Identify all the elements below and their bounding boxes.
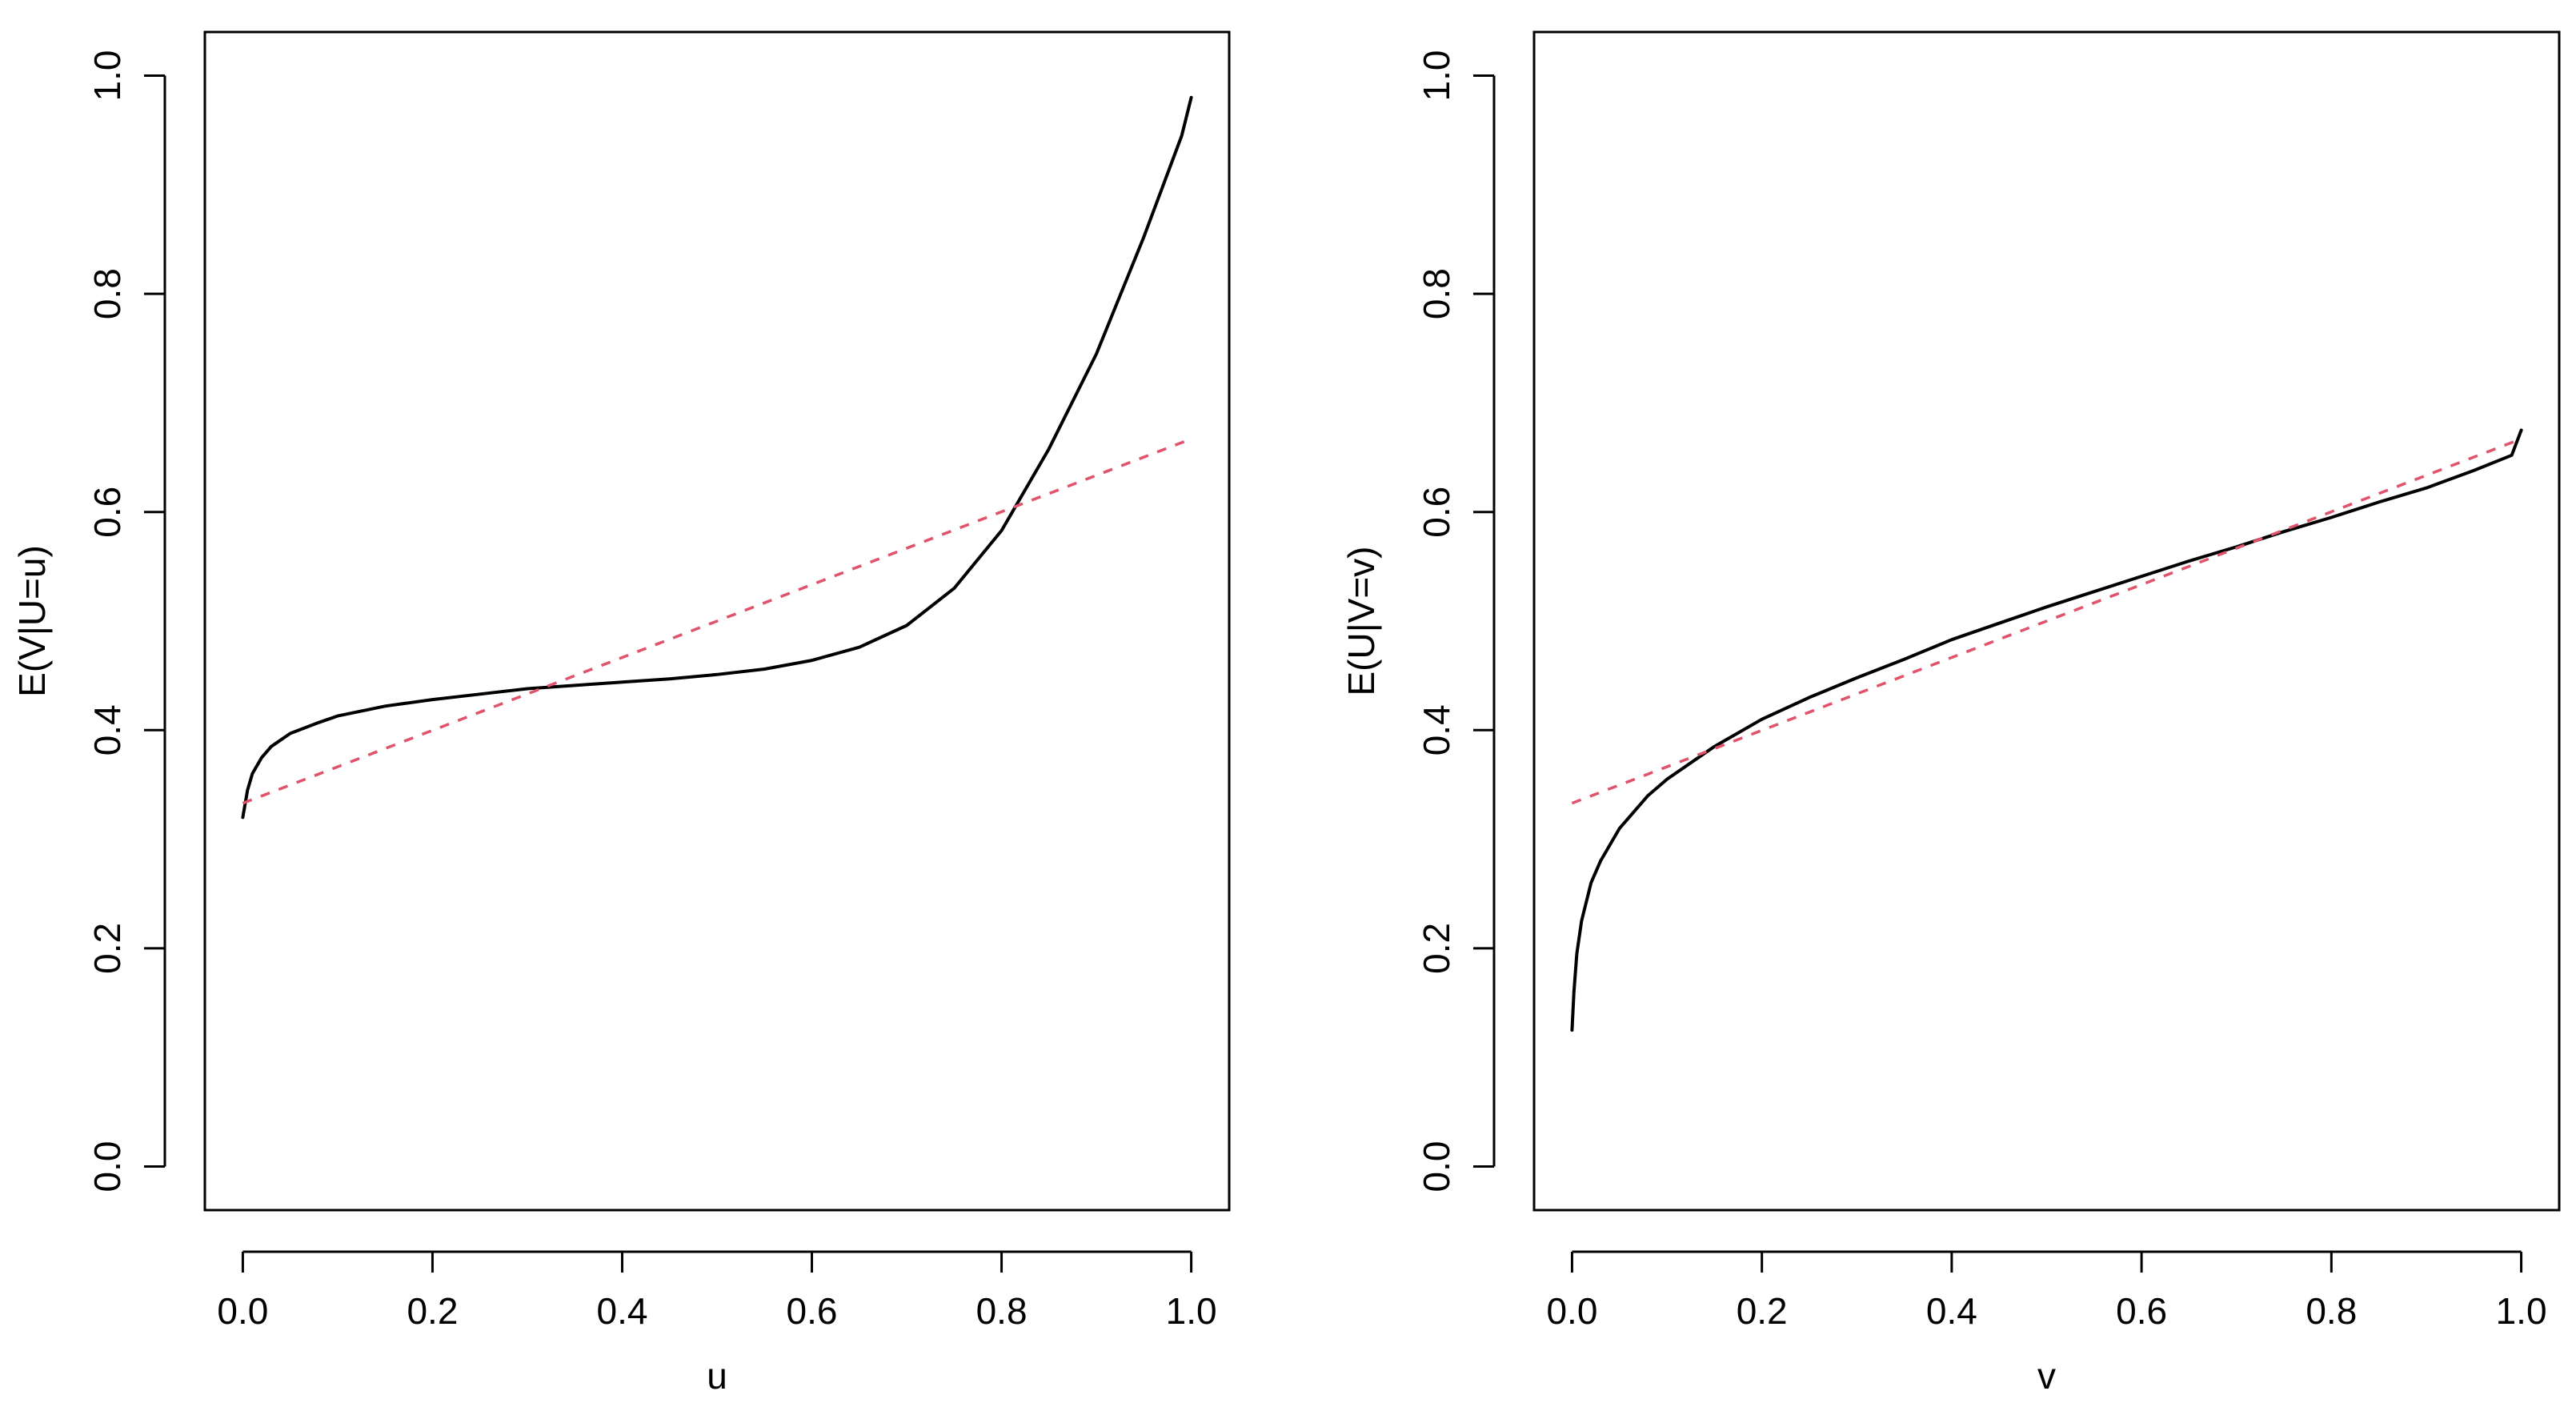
charts-1-x-tick-label: 0.6 — [2116, 1290, 2167, 1332]
charts-1-y-tick-label: 0.2 — [1416, 923, 1457, 974]
charts-1-series-1-dashed-line — [1571, 437, 2522, 805]
charts-0-series-0-solid-line — [241, 95, 1193, 820]
charts-1-y-tick-label: 0.8 — [1416, 268, 1457, 319]
charts-1-x-tick-label: 0.2 — [1737, 1290, 1788, 1332]
charts-0-x-tick-label: 0.8 — [976, 1290, 1028, 1332]
charts-0-plot-frame — [203, 30, 1231, 1212]
right-panel: 0.0 0.2 0.4 0.6 0.8 1.0 0.0 0.2 0.4 0.6 0.8 1.0 v E(U… — [1340, 30, 2561, 1397]
charts-0-y-tick-label: 0.4 — [86, 704, 128, 756]
charts-1-x-tick-label: 0.8 — [2306, 1290, 2357, 1332]
charts-0-y-tick-label: 0.6 — [86, 487, 128, 538]
charts-1-x-tick-label: 0.0 — [1546, 1290, 1597, 1332]
charts-0-y-tick-label: 0.8 — [86, 268, 128, 319]
charts-1-y-tick-label: 0.0 — [1416, 1141, 1457, 1193]
charts-1-series-0-solid-line — [1570, 428, 2523, 1032]
charts-1-x-axis-label: v — [2037, 1355, 2056, 1397]
charts-1-y-axis-label: E(U|V=v) — [1340, 546, 1382, 695]
charts-1-x-tick-label: 0.4 — [1926, 1290, 1977, 1332]
charts-0-x-axis-label: u — [707, 1355, 727, 1397]
charts-0-y-tick-label: 0.2 — [86, 923, 128, 974]
left-panel: 0.0 0.2 0.4 0.6 0.8 1.0 0.0 0.2 0.4 0.6 0.8 1.0 u E(V… — [11, 30, 1231, 1397]
charts-0-x-tick-label: 1.0 — [1166, 1290, 1217, 1332]
charts-1-y-tick-label: 0.4 — [1416, 704, 1457, 756]
charts-1-plot-frame — [1532, 30, 2561, 1212]
charts-0-x-tick-label: 0.6 — [787, 1290, 838, 1332]
charts-1-y-tick-label: 0.6 — [1416, 487, 1457, 538]
charts-1-x-tick-label: 1.0 — [2496, 1290, 2547, 1332]
charts-0-y-tick-label: 0.0 — [86, 1141, 128, 1193]
charts-0-y-axis-label: E(V|U=u) — [11, 545, 53, 697]
charts-0-x-tick-label: 0.2 — [407, 1290, 458, 1332]
charts-1-y-tick-label: 1.0 — [1416, 50, 1457, 102]
charts-0-x-tick-label: 0.0 — [217, 1290, 268, 1332]
charts-0-series-1-dashed-line — [242, 437, 1192, 805]
charts-0-x-tick-label: 0.4 — [597, 1290, 648, 1332]
charts-0-y-tick-label: 1.0 — [86, 50, 128, 102]
